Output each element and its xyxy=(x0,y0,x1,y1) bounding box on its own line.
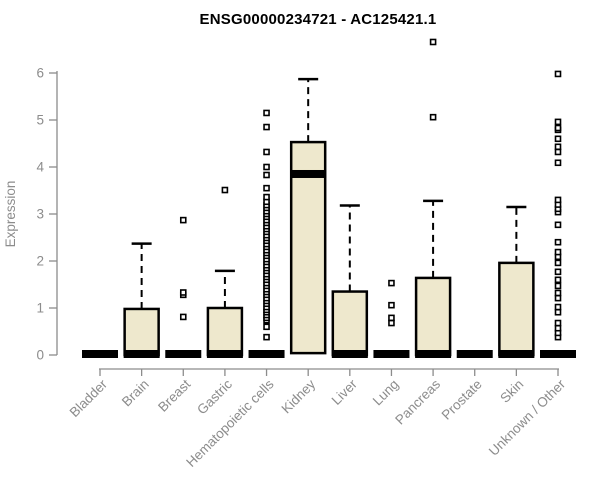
x-tick-label: Brain xyxy=(119,377,152,410)
box xyxy=(123,307,160,357)
outlier-point xyxy=(554,268,562,276)
box xyxy=(414,276,452,357)
outlier-point xyxy=(554,159,562,167)
box xyxy=(206,306,244,357)
outlier-point xyxy=(554,308,562,316)
median-line xyxy=(415,350,452,358)
median-line xyxy=(373,350,410,358)
y-tick-label: 4 xyxy=(36,160,44,175)
outlier-point xyxy=(554,148,562,156)
outlier-point xyxy=(263,163,270,171)
y-tick-label: 6 xyxy=(36,66,44,81)
x-tick-label: Liver xyxy=(329,376,361,408)
outlier-point xyxy=(221,186,229,194)
x-tick-label: Pancreas xyxy=(392,376,443,427)
x-tick-label: Lung xyxy=(370,377,402,409)
outlier-point xyxy=(554,303,562,311)
outlier-point xyxy=(554,143,562,151)
median-line xyxy=(331,350,368,358)
outlier-point xyxy=(388,314,395,322)
median-line xyxy=(498,350,535,358)
outlier-point xyxy=(388,319,395,327)
x-tick-label: Unknown / Other xyxy=(486,376,569,459)
outlier-point xyxy=(554,289,562,297)
y-axis-title: Expression xyxy=(3,181,18,248)
box xyxy=(498,261,535,357)
outlier-point xyxy=(554,196,562,204)
outlier-point xyxy=(263,148,270,156)
y-tick-label: 0 xyxy=(36,348,44,363)
outlier-point xyxy=(554,248,562,256)
outlier-point xyxy=(554,124,562,132)
outlier-point xyxy=(179,289,187,296)
outlier-point xyxy=(388,301,395,309)
outlier-point xyxy=(263,123,270,131)
y-tick-label: 5 xyxy=(36,113,44,128)
median-line xyxy=(540,350,576,358)
outlier-point xyxy=(263,333,270,341)
x-tick-label: Breast xyxy=(155,376,193,414)
outlier-point xyxy=(554,135,562,143)
y-tick-label: 1 xyxy=(36,301,44,316)
outlier-point xyxy=(554,259,562,267)
outlier-point xyxy=(554,238,562,246)
outlier-point xyxy=(263,323,270,331)
x-tick-label: Skin xyxy=(497,377,526,406)
median-line xyxy=(82,350,118,358)
outlier-point xyxy=(554,294,562,302)
outlier-point xyxy=(554,276,562,284)
outlier-point xyxy=(263,193,270,201)
box xyxy=(331,290,369,357)
x-tick-label: Bladder xyxy=(67,376,111,420)
median-line xyxy=(123,350,160,358)
outlier-point xyxy=(388,279,395,287)
outlier-point xyxy=(429,38,437,46)
median-line xyxy=(456,350,493,358)
outlier-point xyxy=(554,282,562,290)
outlier-point xyxy=(263,184,270,192)
outlier-point xyxy=(429,113,437,121)
median-line xyxy=(206,350,243,358)
median-line xyxy=(290,169,327,178)
outlier-point xyxy=(554,221,562,229)
outlier-point xyxy=(179,216,187,224)
x-tick-label: Gastric xyxy=(194,376,235,417)
outlier-point xyxy=(263,109,270,117)
x-tick-label: Kidney xyxy=(279,376,319,416)
outlier-point xyxy=(554,319,562,327)
outlier-point xyxy=(554,118,562,126)
outlier-point xyxy=(179,313,187,321)
x-tick-label: Prostate xyxy=(439,377,485,423)
median-line xyxy=(165,350,202,358)
median-line xyxy=(248,350,285,358)
outlier-point xyxy=(554,324,562,332)
outlier-point xyxy=(263,171,270,179)
y-tick-label: 3 xyxy=(36,207,44,222)
outlier-point xyxy=(554,70,562,78)
chart-title: ENSG00000234721 - AC125421.1 xyxy=(199,11,437,28)
y-tick-label: 2 xyxy=(36,254,44,269)
